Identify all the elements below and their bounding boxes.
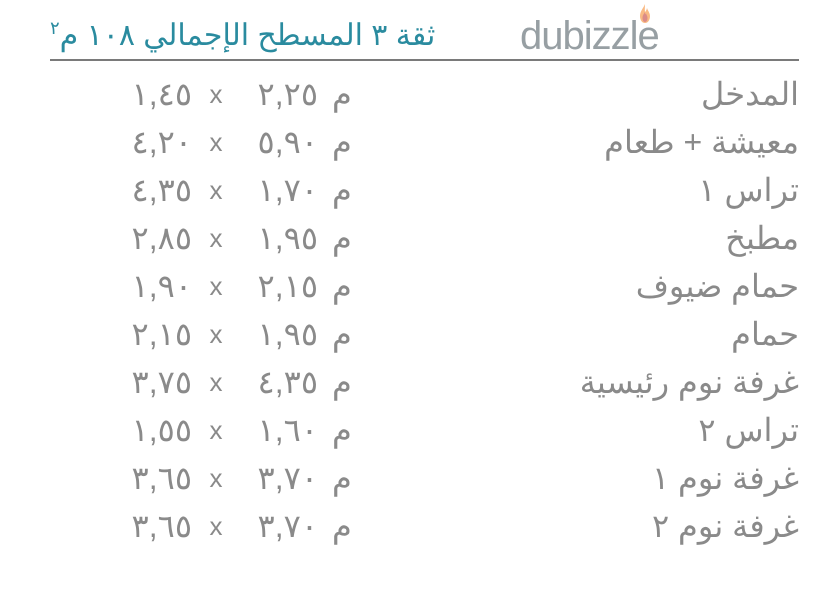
dim-width: ٣,٦٥ — [114, 459, 192, 497]
dimensions: ١,٤٥ x ٢,٢٥ م — [50, 75, 360, 113]
room-label: معيشة + طعام — [360, 123, 799, 161]
dim-length: ٢,٢٥ — [240, 75, 318, 113]
dim-length: ٥,٩٠ — [240, 123, 318, 161]
title-area-unit-sup: ٢ — [50, 18, 60, 38]
unit-label: م — [332, 171, 360, 209]
table-row: معيشة + طعام ٤,٢٠ x ٥,٩٠ م — [50, 123, 799, 161]
multiply-symbol: x — [206, 223, 226, 254]
table-row: غرفة نوم ١ ٣,٦٥ x ٣,٧٠ م — [50, 459, 799, 497]
dim-length: ٣,٧٠ — [240, 507, 318, 545]
dim-length: ٣,٧٠ — [240, 459, 318, 497]
table-row: تراس ٢ ١,٥٥ x ١,٦٠ م — [50, 411, 799, 449]
dimensions: ٤,٢٠ x ٥,٩٠ م — [50, 123, 360, 161]
title-area-value: ١٠٨ — [87, 19, 135, 52]
dimensions: ٣,٦٥ x ٣,٧٠ م — [50, 459, 360, 497]
table-row: المدخل ١,٤٥ x ٢,٢٥ م — [50, 75, 799, 113]
unit-label: م — [332, 123, 360, 161]
room-label: مطبخ — [360, 219, 799, 257]
dim-width: ١,٩٠ — [114, 267, 192, 305]
dim-width: ٣,٧٥ — [114, 363, 192, 401]
dim-width: ٤,٣٥ — [114, 171, 192, 209]
dimensions: ٣,٦٥ x ٣,٧٠ م — [50, 507, 360, 545]
dim-length: ٤,٣٥ — [240, 363, 318, 401]
room-label: حمام — [360, 315, 799, 353]
multiply-symbol: x — [206, 415, 226, 446]
dimensions: ١,٥٥ x ١,٦٠ م — [50, 411, 360, 449]
content-wrapper: ثقة ٣ المسطح الإجمالي ١٠٨ م٢ المدخل١,٤٥x… — [0, 0, 839, 545]
dimensions: ١,٩٠ x ٢,١٥ م — [50, 267, 360, 305]
dim-width: ١,٥٥ — [114, 411, 192, 449]
dim-width: ٢,١٥ — [114, 315, 192, 353]
table-row: حمام ٢,١٥ x ١,٩٥ م — [50, 315, 799, 353]
room-label: غرفة نوم ١ — [360, 459, 799, 497]
multiply-symbol: x — [206, 319, 226, 350]
dim-length: ١,٩٥ — [240, 219, 318, 257]
room-label: تراس ١ — [360, 171, 799, 209]
unit-label: م — [332, 459, 360, 497]
dimensions: ٣,٧٥ x ٤,٣٥ م — [50, 363, 360, 401]
multiply-symbol: x — [206, 127, 226, 158]
header-divider — [50, 59, 799, 61]
table-row: تراس ١ ٤,٣٥ x ١,٧٠ م — [50, 171, 799, 209]
room-label: حمام ضيوف — [360, 267, 799, 305]
title-prefix: ثقة ٣ المسطح الإجمالي — [135, 19, 435, 52]
dim-length: ١,٩٥ — [240, 315, 318, 353]
dimensions-table: المدخل١,٤٥x٢,٢٥ممعيشة + طعام٤,٢٠x٥,٩٠متر… — [50, 75, 799, 545]
unit-label: م — [332, 507, 360, 545]
unit-label: م — [332, 267, 360, 305]
dim-width: ٢,٨٥ — [114, 219, 192, 257]
title-row: ثقة ٣ المسطح الإجمالي ١٠٨ م٢ — [50, 18, 799, 53]
dimensions: ٤,٣٥ x ١,٧٠ م — [50, 171, 360, 209]
multiply-symbol: x — [206, 511, 226, 542]
table-row: مطبخ ٢,٨٥ x ١,٩٥ م — [50, 219, 799, 257]
multiply-symbol: x — [206, 367, 226, 398]
table-row: غرفة نوم رئيسية ٣,٧٥ x ٤,٣٥ م — [50, 363, 799, 401]
dimensions: ٢,١٥ x ١,٩٥ م — [50, 315, 360, 353]
room-label: غرفة نوم رئيسية — [360, 363, 799, 401]
dim-width: ٤,٢٠ — [114, 123, 192, 161]
unit-label: م — [332, 411, 360, 449]
multiply-symbol: x — [206, 79, 226, 110]
title-area-unit: م — [60, 19, 79, 52]
multiply-symbol: x — [206, 175, 226, 206]
unit-label: م — [332, 75, 360, 113]
multiply-symbol: x — [206, 271, 226, 302]
room-label: تراس ٢ — [360, 411, 799, 449]
unit-label: م — [332, 363, 360, 401]
multiply-symbol: x — [206, 463, 226, 494]
unit-label: م — [332, 315, 360, 353]
table-row: غرفة نوم ٢ ٣,٦٥ x ٣,٧٠ م — [50, 507, 799, 545]
dim-length: ١,٧٠ — [240, 171, 318, 209]
unit-label: م — [332, 219, 360, 257]
dim-width: ٣,٦٥ — [114, 507, 192, 545]
dim-length: ١,٦٠ — [240, 411, 318, 449]
dim-width: ١,٤٥ — [114, 75, 192, 113]
page-title: ثقة ٣ المسطح الإجمالي ١٠٨ م٢ — [50, 18, 435, 53]
dimensions: ٢,٨٥ x ١,٩٥ م — [50, 219, 360, 257]
room-label: المدخل — [360, 75, 799, 113]
dim-length: ٢,١٥ — [240, 267, 318, 305]
room-label: غرفة نوم ٢ — [360, 507, 799, 545]
table-row: حمام ضيوف ١,٩٠ x ٢,١٥ م — [50, 267, 799, 305]
